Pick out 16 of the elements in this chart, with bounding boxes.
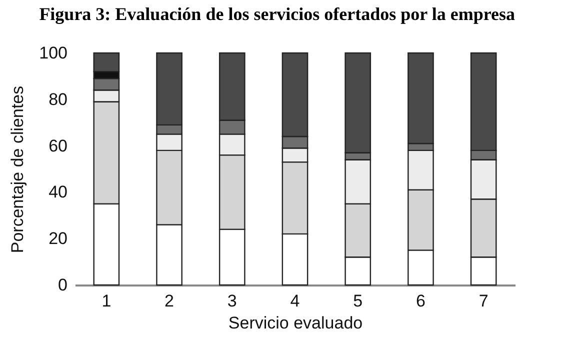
x-tick-label: 7 [478, 292, 488, 310]
x-axis-title: Servicio evaluado [228, 314, 363, 332]
x-tick-label: 1 [102, 292, 112, 310]
x-tick-label: 4 [290, 292, 300, 310]
x-tick-label: 6 [416, 292, 426, 310]
y-tick-label: 20 [48, 229, 68, 248]
y-tick-label: 0 [58, 276, 68, 294]
x-tick-label: 3 [227, 292, 237, 310]
y-tick-label: 80 [48, 90, 68, 109]
y-tick-label: 100 [39, 44, 68, 62]
chart-title: Figura 3: Evaluación de los servicios ofertados por la empresa [39, 4, 515, 24]
x-tick-label: 5 [353, 292, 363, 310]
x-tick-label: 2 [164, 292, 174, 310]
y-tick-label: 60 [48, 136, 68, 156]
y-axis-title: Porcentaje de clientes [8, 86, 28, 254]
y-tick-label: 40 [48, 182, 68, 202]
